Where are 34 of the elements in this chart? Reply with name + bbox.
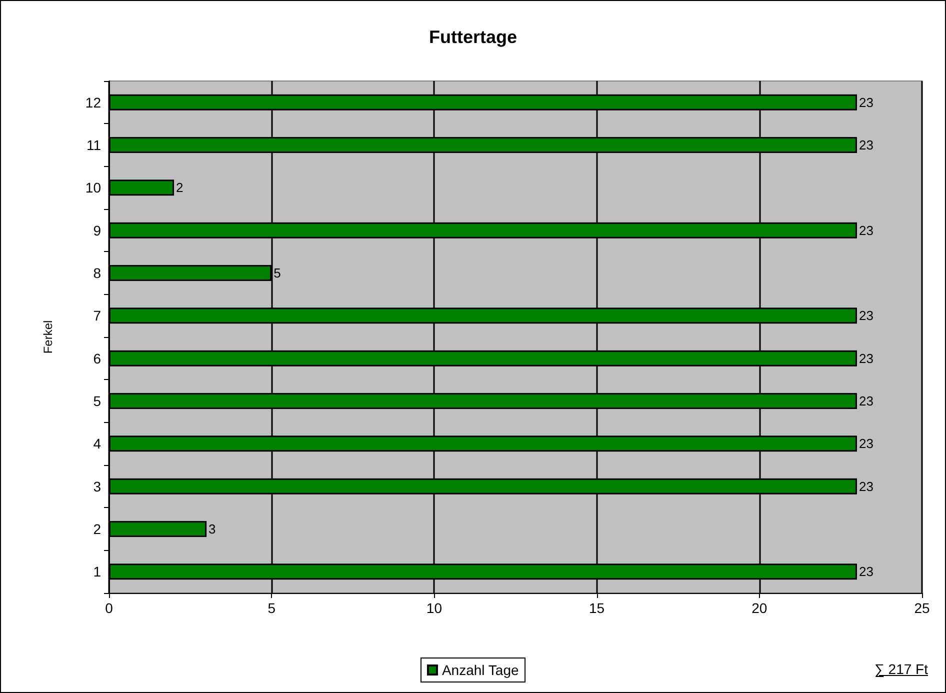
x-tick-label: 5 <box>268 600 276 616</box>
y-tick-label: 5 <box>93 393 102 409</box>
y-tick-label: 9 <box>93 222 102 238</box>
data-label: 23 <box>858 478 874 494</box>
legend-label: Anzahl Tage <box>442 662 519 678</box>
data-label: 23 <box>858 222 874 238</box>
y-tick-label: 1 <box>93 564 102 580</box>
y-tick-label: 3 <box>93 478 102 494</box>
data-label: 23 <box>858 436 874 452</box>
y-tick-label: 8 <box>93 265 102 281</box>
y-tick-label: 2 <box>93 521 102 537</box>
data-label: 23 <box>858 394 874 408</box>
text: ∑ 217 Ft <box>874 661 928 677</box>
chart-title: Futtertage <box>428 27 518 47</box>
y-tick-label: 6 <box>93 350 102 366</box>
x-tick-label: 0 <box>105 600 114 616</box>
x-tick-label: 20 <box>752 600 768 616</box>
x-tick-label: 15 <box>589 600 605 616</box>
x-tick-label: 25 <box>914 600 930 616</box>
data-label: 23 <box>858 138 874 152</box>
y-axis-title: Ferkel <box>41 320 55 354</box>
data-label: 23 <box>858 308 874 324</box>
data-label: 23 <box>858 564 874 580</box>
y-tick-label: 12 <box>85 94 102 110</box>
y-tick-label: 11 <box>86 137 102 153</box>
y-tick-label: 7 <box>93 308 102 324</box>
data-label: 2 <box>176 180 184 196</box>
x-tick-label: 10 <box>426 600 442 616</box>
data-label: 23 <box>858 94 874 110</box>
y-tick-label: 4 <box>93 436 102 452</box>
data-label: 3 <box>208 522 216 536</box>
data-label: 5 <box>274 266 281 280</box>
data-label: 23 <box>858 350 874 366</box>
y-tick-label: 10 <box>85 180 102 196</box>
